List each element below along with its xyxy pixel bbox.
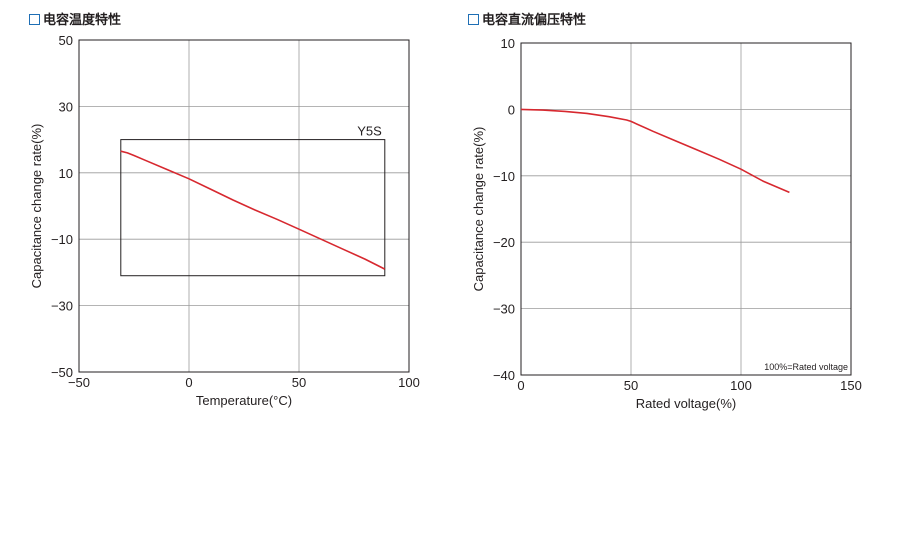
x-axis-label: Temperature(°C) (196, 393, 292, 408)
plot-frame (520, 42, 852, 376)
y-tick-label: 50 (59, 33, 73, 48)
bias-chart-heading-text: 电容直流偏压特性 (482, 13, 587, 28)
y-tick-label: −40 (493, 368, 515, 383)
x-tick-label: 50 (624, 378, 638, 393)
x-tick-label: 100 (398, 375, 420, 390)
x-axis-label: Rated voltage(%) (636, 396, 736, 411)
bias-chart: 0 50 100 150 −40 −30 −20 −10 0 10 Rated voltage(%)… (471, 36, 862, 411)
y-tick-label: 30 (59, 99, 73, 114)
rated-voltage-note: 100%=Rated voltage (764, 362, 848, 372)
y-tick-label: 0 (508, 102, 515, 117)
y-tick-label: −10 (493, 169, 515, 184)
plot-frame (78, 39, 410, 373)
bias-chart-heading: 电容直流偏压特性 (468, 9, 586, 28)
temperature-chart-heading-text: 电容温度特性 (43, 13, 122, 28)
series-line (520, 108, 790, 194)
x-tick-label: 0 (517, 378, 524, 393)
spec-box (120, 139, 386, 277)
x-tick-label: 0 (185, 375, 192, 390)
y-tick-label: −50 (51, 365, 73, 380)
heading-square-icon (29, 14, 40, 25)
x-tick-label: 100 (730, 378, 752, 393)
y-tick-label: −20 (493, 235, 515, 250)
x-tick-label: 50 (292, 375, 306, 390)
x-tick-label: 150 (840, 378, 862, 393)
temperature-chart-heading: 电容温度特性 (29, 9, 121, 28)
heading-square-icon (468, 14, 479, 25)
y-tick-label: −10 (51, 232, 73, 247)
y-axis-label: Capacitance change rate(%) (471, 127, 486, 292)
y-tick-label: 10 (501, 36, 515, 51)
series-line (120, 150, 386, 270)
y-tick-label: 10 (59, 166, 73, 181)
y-axis-label: Capacitance change rate(%) (29, 124, 44, 289)
spec-box-label: Y5S (357, 124, 382, 139)
y-tick-label: −30 (493, 302, 515, 317)
temperature-chart: Y5S−50 0 50 100−50−30−10103050Temperature(°… (29, 33, 420, 408)
y-tick-label: −30 (51, 299, 73, 314)
x-tick-label: −50 (68, 375, 90, 390)
